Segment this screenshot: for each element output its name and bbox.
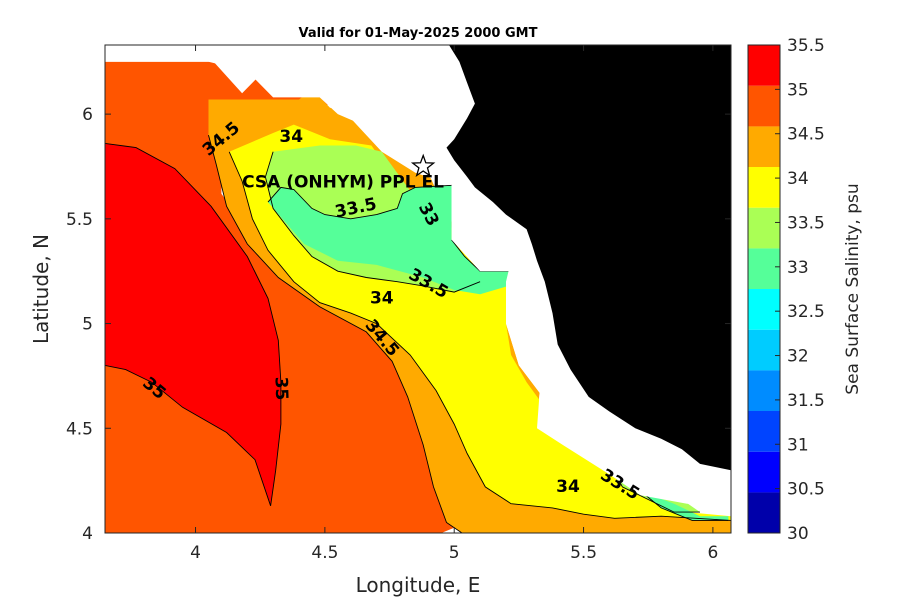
- colorbar-tick-label: 33: [787, 258, 809, 278]
- star-icon: [410, 153, 436, 177]
- contour-line-33: [640, 490, 729, 521]
- y-tick-label: 6: [82, 105, 93, 125]
- contour-label: 34: [279, 127, 303, 147]
- colorbar-swatch: [748, 85, 780, 127]
- contour-line-34: [228, 151, 731, 521]
- contour-label: 35: [270, 376, 291, 400]
- site-label: CSA (ONHYM) PPL EL: [242, 172, 444, 192]
- x-axis-label: Longitude, E: [356, 573, 481, 597]
- colorbar-tick-label: 33.5: [787, 214, 825, 234]
- y-tick-label: 5: [82, 315, 93, 335]
- y-axis-ticks: 4 4.5 5 5.5 6: [66, 105, 731, 544]
- y-axis-label: Latitude, N: [29, 234, 53, 344]
- salinity-region-33: [268, 185, 509, 295]
- colorbar-tick-label: 35: [787, 80, 809, 100]
- land-layer: [446, 45, 731, 471]
- salinity-region-35-5: [105, 143, 281, 506]
- colorbar-swatch: [748, 329, 780, 371]
- y-tick-label: 4: [82, 524, 93, 544]
- x-tick-label: 5.5: [570, 543, 597, 563]
- x-axis-ticks: 4 4.5 5 5.5 6: [190, 45, 718, 563]
- salinity-region-33: [640, 491, 729, 521]
- colorbar-swatch: [748, 167, 780, 208]
- x-tick-label: 5: [449, 543, 460, 563]
- plot-frame: [104, 44, 732, 534]
- colorbar-swatch: [748, 126, 780, 167]
- colorbar-swatch: [748, 370, 780, 411]
- map-title: Valid for 01-May-2025 2000 GMT: [299, 26, 538, 41]
- contour-line-35: [105, 142, 282, 506]
- colorbar-tick-label: 31: [787, 435, 809, 455]
- colorbar-tick-label: 30: [787, 524, 809, 544]
- contour-line-layer: [105, 134, 731, 533]
- colorbar-swatch: [748, 289, 780, 330]
- colorbar-tick-label: 31.5: [787, 391, 825, 411]
- colorbar-tick-label: 35.5: [787, 36, 825, 56]
- colorbar-tick-label: 32: [787, 347, 809, 367]
- contour-line-34-5: [208, 134, 463, 533]
- contour-label: 34: [370, 288, 394, 308]
- no-data-area: [304, 45, 731, 506]
- colorbar-frame: [747, 44, 781, 534]
- colorbar-swatch: [748, 248, 780, 289]
- colorbar-label: Sea Surface Salinity, psu: [843, 183, 863, 394]
- colorbar: 30 30.5 31 31.5 32 32.5 33 33.5 34 34.5 35 35.5: [747, 36, 825, 544]
- y-tick-label: 4.5: [66, 419, 93, 439]
- x-tick-label: 6: [707, 543, 718, 563]
- x-tick-label: 4: [190, 543, 201, 563]
- x-tick-label: 4.5: [311, 543, 338, 563]
- colorbar-swatch: [748, 492, 780, 533]
- y-tick-label: 5.5: [66, 210, 93, 230]
- contour-label: 34: [556, 477, 580, 497]
- contour-line-33-5: [264, 151, 481, 293]
- colorbar-tick-label: 32.5: [787, 302, 825, 322]
- colorbar-swatch: [748, 45, 780, 86]
- colorbar-tick-label: 34.5: [787, 125, 825, 145]
- colorbar-swatch: [748, 207, 780, 249]
- colorbar-swatch: [748, 451, 780, 493]
- no-data-layer: [105, 45, 731, 506]
- contour-line-35: [105, 364, 272, 506]
- site-marker-layer: CSA (ONHYM) PPL EL: [242, 153, 444, 192]
- colorbar-tick-label: 30.5: [787, 480, 825, 500]
- colorbar-tick-label: 34: [787, 169, 809, 189]
- contour-line-33: [267, 184, 452, 220]
- land-mass: [446, 45, 731, 471]
- colorbar-swatch: [748, 411, 780, 452]
